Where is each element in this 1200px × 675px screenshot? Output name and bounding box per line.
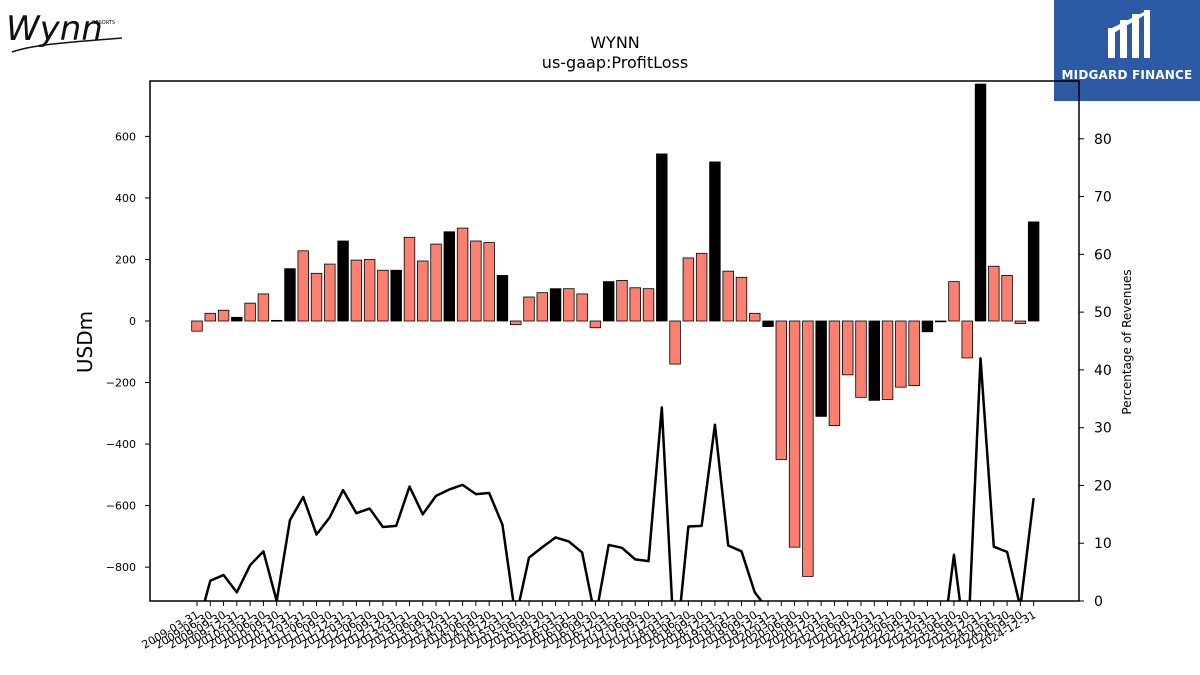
y-tick-label: 600 xyxy=(115,130,136,143)
bar-quarter xyxy=(642,288,655,322)
bar-quarter xyxy=(1001,275,1013,322)
bar-annual xyxy=(602,281,615,322)
bar-quarter xyxy=(855,320,867,398)
bar-quarter xyxy=(523,296,535,322)
bar-quarter xyxy=(722,270,734,322)
bar-annual xyxy=(337,240,349,322)
bar-quarter xyxy=(908,320,920,387)
bar-quarter xyxy=(324,263,336,322)
bar-quarter xyxy=(417,260,429,322)
bar-quarter xyxy=(842,320,854,376)
y2-tick-label: 50 xyxy=(1094,305,1112,321)
y2-tick-label: 0 xyxy=(1094,594,1103,610)
bar-quarter xyxy=(895,320,907,388)
y-tick-label: −600 xyxy=(106,500,136,513)
y2-tick-label: 80 xyxy=(1094,132,1112,148)
y-tick-label: 400 xyxy=(115,192,136,205)
bar-quarter xyxy=(629,287,641,322)
bar-quarter xyxy=(682,257,695,322)
logo-swash xyxy=(11,37,123,53)
bar-quarter xyxy=(881,320,894,400)
plot-frame xyxy=(149,80,1080,602)
bar-quarter xyxy=(802,320,814,577)
bar-annual xyxy=(549,288,562,322)
bar-quarter xyxy=(257,293,270,322)
bar-annual xyxy=(231,316,243,322)
bar-quarter xyxy=(669,320,681,365)
bar-quarter xyxy=(483,242,495,322)
y2-tick-label: 60 xyxy=(1094,247,1112,263)
bar-annual xyxy=(443,231,456,322)
y-tick-label: 0 xyxy=(129,315,136,328)
bar-quarter xyxy=(456,227,469,322)
bar-quarter xyxy=(297,250,309,322)
bar-quarter xyxy=(616,279,628,322)
y-tick-label: −200 xyxy=(106,377,136,390)
bar-annual xyxy=(284,268,296,322)
y-tick-label: −800 xyxy=(106,561,136,574)
chart-title: WYNN xyxy=(590,33,640,52)
bar-annual xyxy=(921,320,934,333)
bar-quarter xyxy=(244,302,256,322)
bar-quarter xyxy=(576,293,588,322)
bar-quarter xyxy=(749,312,761,322)
bar-annual xyxy=(709,161,721,322)
bar-annual xyxy=(815,320,827,417)
midgard-mark-icon xyxy=(1108,10,1150,58)
bar-quarter xyxy=(961,320,973,359)
bar-annual xyxy=(1027,221,1040,322)
bar-quarter xyxy=(191,320,203,332)
bar-quarter xyxy=(430,243,442,322)
bar-quarter xyxy=(510,320,522,326)
bar-quarter xyxy=(735,276,748,322)
bar-annual xyxy=(656,153,668,322)
bar-quarter xyxy=(363,259,376,322)
bar-quarter xyxy=(1014,320,1027,324)
bar-quarter xyxy=(775,320,788,460)
y2-tick-label: 10 xyxy=(1094,536,1112,552)
bar-quarter xyxy=(934,320,947,323)
bar-annual xyxy=(390,269,402,322)
bar-quarter xyxy=(310,272,323,322)
bar-quarter xyxy=(270,319,283,322)
bar-annual xyxy=(496,275,509,322)
revenue-pct-line xyxy=(203,357,1035,601)
y2-tick-label: 20 xyxy=(1094,478,1112,494)
bar-quarter xyxy=(695,252,708,322)
bar-quarter xyxy=(788,320,801,548)
bar-annual xyxy=(868,320,880,401)
bar-quarter xyxy=(217,309,230,322)
bar-quarter xyxy=(828,320,841,427)
y2-tick-label: 40 xyxy=(1094,363,1112,379)
bar-quarter xyxy=(563,288,575,322)
bar-quarter xyxy=(350,259,363,322)
bar-quarter xyxy=(377,269,389,322)
bar-quarter xyxy=(403,236,416,322)
y2-tick-label: 30 xyxy=(1094,421,1112,437)
y-axis-label: USDm xyxy=(73,311,97,373)
bar-quarter xyxy=(470,240,482,322)
y-axis-right-label: Percentage of Revenues xyxy=(1120,269,1134,414)
logo-wordmark: Wynn xyxy=(6,9,103,49)
bar-quarter xyxy=(536,292,548,322)
wynn-resorts-logo: Wynn RESORTS xyxy=(6,9,123,53)
bar-quarter xyxy=(204,312,216,322)
bar-quarter xyxy=(589,320,602,329)
y-tick-label: 200 xyxy=(115,253,136,266)
logo-subtitle: RESORTS xyxy=(92,20,115,26)
midgard-logo-text: MIDGARD FINANCE xyxy=(1061,68,1193,82)
y2-tick-label: 70 xyxy=(1094,190,1112,206)
bar-annual xyxy=(974,83,987,322)
bar-annual xyxy=(762,320,774,327)
y-tick-label: −400 xyxy=(106,438,136,451)
bar-quarter xyxy=(948,281,960,322)
bar-quarter xyxy=(988,265,1000,322)
chart-subtitle: us-gaap:ProfitLoss xyxy=(542,53,688,72)
